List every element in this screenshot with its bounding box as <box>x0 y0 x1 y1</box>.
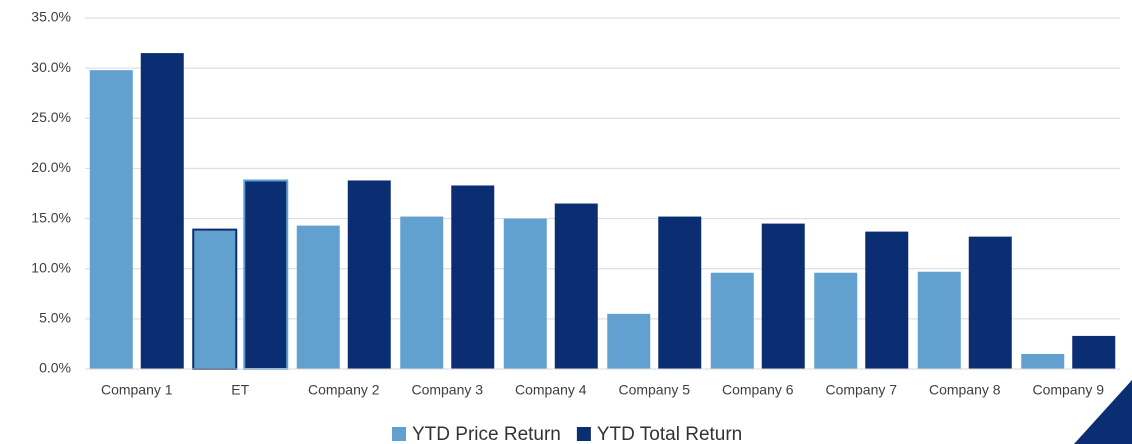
legend-swatch <box>392 427 406 441</box>
x-tick-label: ET <box>231 382 249 398</box>
legend-text: YTD Price Return <box>412 424 561 444</box>
bar <box>658 216 702 369</box>
x-tick-label: Company 1 <box>101 382 173 398</box>
bar <box>917 271 961 369</box>
x-tick-label: Company 7 <box>825 382 897 398</box>
x-tick-label: Company 3 <box>411 382 483 398</box>
corner-decoration <box>1074 380 1132 444</box>
y-tick-label: 35.0% <box>31 9 71 25</box>
y-tick-label: 25.0% <box>31 109 71 125</box>
y-tick-label: 5.0% <box>39 310 71 326</box>
bar <box>89 70 133 370</box>
bar <box>554 203 598 369</box>
legend-text: YTD Total Return <box>597 424 742 444</box>
bar <box>607 313 651 369</box>
bar <box>1021 353 1065 369</box>
bar <box>451 185 495 369</box>
legend-swatch <box>576 427 591 441</box>
x-tick-label: Company 2 <box>308 382 380 398</box>
y-tick-label: 15.0% <box>31 209 71 225</box>
y-tick-label: 20.0% <box>31 159 71 175</box>
bar <box>400 216 444 369</box>
bar <box>761 223 805 369</box>
x-tick-label: Company 4 <box>515 382 587 398</box>
bar <box>1072 335 1116 369</box>
y-tick-label: 10.0% <box>31 259 71 275</box>
bar <box>347 180 391 369</box>
bar <box>192 228 238 370</box>
bar <box>710 272 754 369</box>
x-tick-label: Company 8 <box>929 382 1001 398</box>
x-tick-label: Company 6 <box>722 382 794 398</box>
bar <box>503 218 547 369</box>
bar <box>243 179 289 370</box>
y-tick-label: 0.0% <box>39 360 71 376</box>
bar <box>865 231 909 369</box>
bar <box>140 53 184 369</box>
bar <box>814 272 858 369</box>
y-tick-label: 30.0% <box>31 59 71 75</box>
bar <box>296 225 340 369</box>
x-tick-label: Company 5 <box>618 382 690 398</box>
bar <box>968 236 1012 369</box>
x-tick-label: Company 9 <box>1032 382 1104 398</box>
